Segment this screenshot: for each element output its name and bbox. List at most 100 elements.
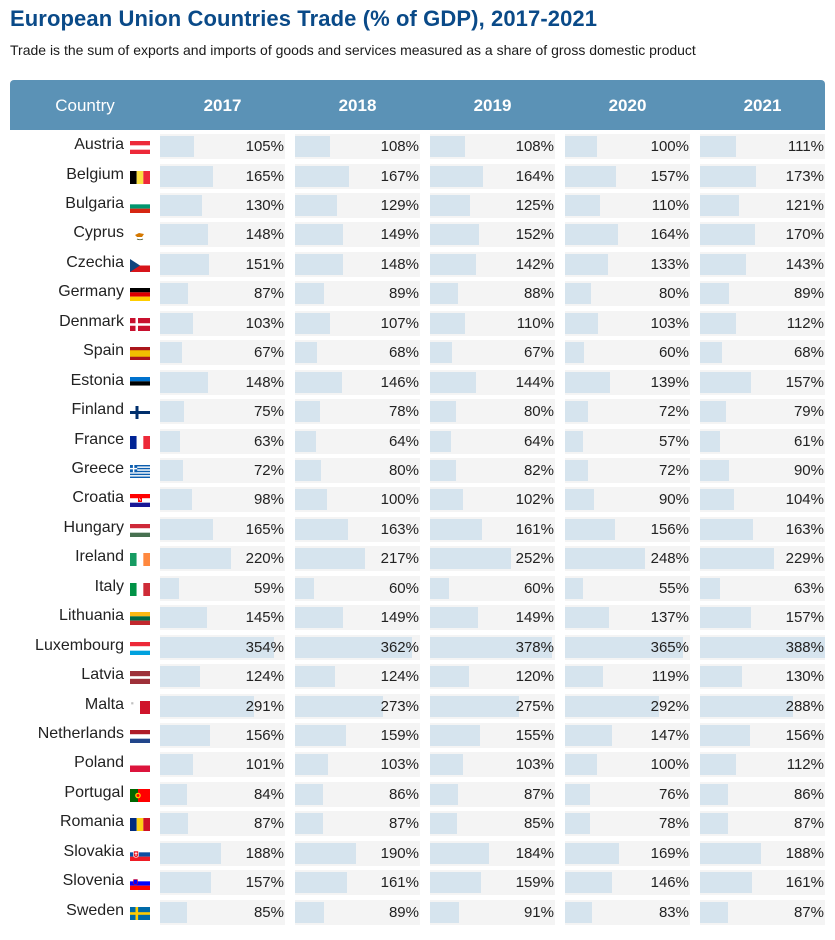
value-label: 184% (515, 844, 554, 862)
value-bar (160, 283, 188, 305)
value-cell: 157% (160, 870, 285, 896)
value-label: 161% (515, 520, 554, 538)
value-cell: 163% (295, 516, 420, 542)
value-bar (160, 430, 181, 452)
value-cell: 63% (700, 575, 825, 601)
value-bar (295, 518, 348, 540)
value-label: 188% (245, 844, 284, 862)
value-bar (700, 518, 753, 540)
value-label: 103% (650, 314, 689, 332)
value-cell: 90% (565, 487, 690, 513)
value-bar (430, 312, 466, 334)
value-bar (700, 666, 742, 688)
value-cell: 80% (430, 399, 555, 425)
value-bar (160, 813, 188, 835)
value-label: 157% (650, 167, 689, 185)
value-bar (160, 695, 254, 717)
value-cell: 119% (565, 664, 690, 690)
value-label: 149% (515, 609, 554, 627)
value-label: 85% (523, 815, 554, 833)
value-label: 87% (793, 903, 824, 921)
country-name: Austria (74, 136, 124, 153)
value-cell: 161% (295, 870, 420, 896)
value-bar (430, 194, 471, 216)
value-label: 273% (380, 697, 419, 715)
value-cell: 59% (160, 575, 285, 601)
value-cell: 67% (430, 340, 555, 366)
value-bar (430, 489, 463, 511)
value-bar (160, 136, 194, 157)
value-bar (160, 901, 188, 923)
value-cell: 130% (160, 192, 285, 218)
value-cell: 145% (160, 605, 285, 631)
value-cell: 98% (160, 487, 285, 513)
flag-pl-icon (130, 759, 150, 773)
value-label: 159% (515, 874, 554, 892)
value-bar (700, 577, 721, 599)
value-cell: 108% (295, 134, 420, 159)
value-label: 60% (523, 579, 554, 597)
value-bar (430, 518, 482, 540)
value-label: 108% (380, 138, 419, 155)
value-bar (700, 607, 751, 629)
value-bar (700, 136, 736, 157)
value-bar (700, 489, 734, 511)
value-cell: 72% (565, 399, 690, 425)
value-label: 156% (245, 727, 284, 744)
value-cell: 105% (160, 134, 285, 159)
value-cell: 146% (565, 870, 690, 896)
flag-ee-icon (130, 376, 150, 390)
value-cell: 133% (565, 251, 690, 277)
value-label: 108% (515, 138, 554, 155)
value-cell: 107% (295, 310, 420, 336)
country-name: Spain (83, 342, 124, 360)
value-label: 143% (785, 255, 824, 273)
value-label: 119% (651, 668, 689, 686)
table-row: Italy 59% 60% 60% 55% 63% (10, 575, 825, 601)
value-bar (295, 872, 347, 894)
value-cell: 82% (430, 457, 555, 483)
table-row: Bulgaria 130% 129% 125% 110% 121% (10, 192, 825, 218)
value-label: 102% (515, 491, 554, 509)
value-bar (565, 283, 591, 305)
value-cell: 100% (565, 134, 690, 159)
value-label: 229% (785, 550, 824, 568)
value-label: 87% (793, 815, 824, 833)
value-cell: 252% (430, 546, 555, 572)
value-bar (295, 783, 323, 805)
value-cell: 102% (430, 487, 555, 513)
value-label: 78% (658, 815, 689, 833)
value-bar (430, 165, 483, 187)
value-label: 148% (245, 226, 284, 244)
value-cell: 146% (295, 369, 420, 395)
value-bar (295, 754, 329, 776)
value-label: 75% (253, 403, 284, 421)
table-body: Austria 105% 108% 108% 100% 111% Belgium 165% 16… (10, 130, 825, 926)
value-bar (295, 842, 357, 864)
value-cell: 103% (160, 310, 285, 336)
value-label: 68% (388, 344, 419, 362)
value-label: 103% (515, 756, 554, 774)
value-bar (295, 194, 337, 216)
value-label: 100% (380, 491, 419, 509)
value-label: 107% (380, 314, 419, 332)
value-cell: 90% (700, 457, 825, 483)
chart-subtitle: Trade is the sum of exports and imports … (10, 42, 696, 58)
header-year: 2020 (608, 96, 647, 115)
value-bar (430, 253, 476, 275)
table-row: Slovakia 188% 190% 184% 169% 188% (10, 840, 825, 866)
value-bar (700, 401, 726, 423)
value-cell: 170% (700, 222, 825, 248)
value-label: 101% (245, 756, 284, 774)
value-cell: 64% (430, 428, 555, 454)
value-cell: 288% (700, 693, 825, 719)
value-bar (430, 842, 490, 864)
value-bar (295, 253, 343, 275)
value-label: 362% (380, 638, 419, 656)
value-bar (160, 401, 185, 423)
country-name: Finland (71, 401, 124, 419)
value-label: 137% (650, 609, 689, 627)
value-bar (565, 783, 590, 805)
value-cell: 273% (295, 693, 420, 719)
country-name: Latvia (81, 666, 124, 684)
